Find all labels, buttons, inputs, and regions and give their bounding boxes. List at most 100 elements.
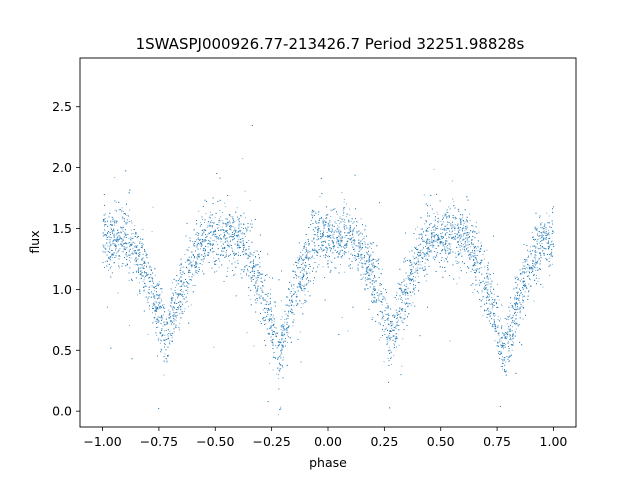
data-point	[400, 316, 401, 318]
data-point	[407, 292, 409, 293]
data-point	[224, 241, 226, 243]
data-point	[287, 304, 289, 306]
data-point	[409, 283, 411, 284]
data-point	[115, 247, 117, 249]
data-point	[183, 298, 185, 300]
data-point	[178, 283, 180, 285]
data-point	[142, 244, 144, 245]
data-point	[311, 256, 313, 258]
data-point	[335, 249, 336, 251]
data-point	[412, 255, 414, 257]
data-point	[246, 332, 248, 334]
data-point	[451, 234, 453, 235]
data-point	[295, 291, 297, 293]
data-point	[378, 293, 380, 295]
data-point	[257, 271, 259, 273]
data-point	[250, 253, 252, 255]
data-point	[358, 254, 360, 255]
data-point	[236, 241, 238, 243]
data-point	[470, 270, 472, 272]
data-point	[153, 295, 155, 297]
data-point	[213, 346, 215, 348]
data-point	[494, 340, 496, 342]
data-point	[177, 297, 178, 299]
data-point	[541, 232, 543, 233]
data-point	[518, 298, 519, 300]
data-point	[292, 302, 294, 303]
data-point	[355, 257, 357, 259]
data-point	[174, 290, 176, 292]
data-point	[276, 373, 278, 375]
data-point	[237, 238, 239, 240]
data-point	[186, 281, 187, 283]
data-point	[323, 255, 325, 257]
data-point	[304, 244, 306, 246]
data-point	[418, 263, 420, 265]
data-point	[508, 360, 509, 362]
data-point	[342, 207, 344, 209]
data-point	[421, 257, 423, 259]
data-point	[384, 297, 386, 299]
data-point	[151, 306, 153, 308]
data-point	[298, 261, 300, 263]
data-point	[450, 234, 451, 236]
data-point	[255, 281, 257, 283]
data-point	[141, 266, 143, 268]
data-point	[410, 283, 411, 284]
data-point	[417, 264, 419, 266]
data-point	[210, 214, 212, 216]
data-point	[415, 268, 417, 270]
data-point	[148, 273, 150, 275]
data-point	[321, 235, 323, 237]
data-point	[225, 252, 227, 254]
data-point	[237, 241, 239, 243]
data-point	[368, 255, 370, 257]
data-point	[144, 265, 145, 267]
data-point	[537, 280, 539, 282]
data-point	[532, 260, 534, 262]
data-point	[329, 224, 331, 226]
data-point	[343, 201, 345, 203]
data-point	[438, 234, 439, 236]
data-point	[122, 239, 124, 241]
data-point	[449, 340, 451, 342]
data-point	[322, 230, 324, 232]
data-point	[340, 264, 341, 265]
data-point	[304, 268, 305, 270]
data-point	[344, 236, 346, 238]
data-point	[230, 215, 232, 217]
data-point	[314, 248, 316, 250]
data-point	[110, 265, 112, 267]
data-point	[442, 221, 444, 223]
data-point	[546, 242, 548, 244]
data-point	[353, 257, 355, 259]
data-point	[548, 215, 550, 217]
data-point	[152, 322, 154, 324]
data-point	[280, 329, 282, 330]
data-point	[216, 237, 218, 238]
data-point	[511, 322, 512, 324]
data-point	[130, 257, 132, 259]
data-point	[339, 232, 341, 234]
data-point	[401, 365, 403, 367]
data-point	[210, 211, 211, 213]
data-point	[227, 242, 229, 244]
data-point	[442, 232, 443, 234]
data-point	[140, 239, 142, 240]
data-point	[128, 237, 130, 239]
data-point	[511, 326, 513, 328]
data-point	[527, 267, 529, 269]
data-point	[427, 253, 428, 255]
data-point	[352, 222, 354, 224]
data-point	[160, 351, 162, 353]
data-point	[115, 201, 117, 203]
data-point	[440, 243, 442, 245]
data-point	[116, 252, 117, 254]
data-point	[535, 247, 537, 249]
data-point	[461, 229, 463, 231]
data-point	[350, 239, 352, 241]
data-point	[437, 213, 439, 215]
data-point	[381, 318, 383, 320]
data-point	[408, 278, 409, 280]
data-point	[467, 250, 469, 252]
